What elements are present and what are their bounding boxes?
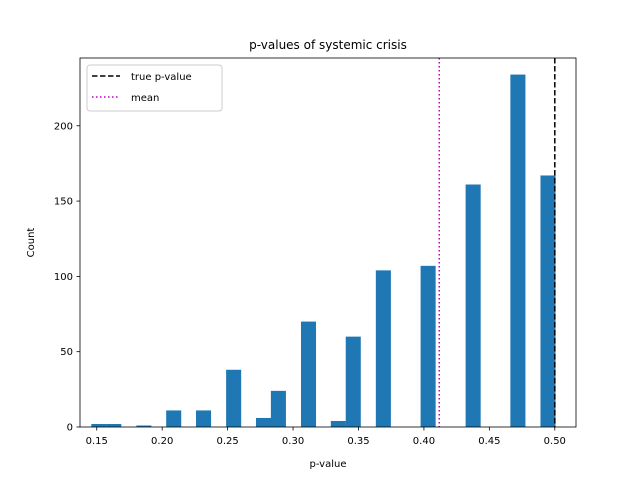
- histogram-bar: [255, 417, 272, 427]
- y-tick-label: 100: [54, 272, 73, 283]
- histogram-bar: [91, 423, 107, 427]
- x-axis-label: p-value: [309, 459, 346, 470]
- x-tick-label: 0.40: [413, 436, 435, 447]
- x-tick-label: 0.45: [478, 436, 500, 447]
- legend-label-true-p-value: true p-value: [131, 72, 192, 83]
- y-tick-label: 0: [67, 423, 73, 434]
- legend: true p-value mean: [86, 64, 223, 112]
- histogram-bar: [540, 175, 556, 427]
- histogram-bar: [136, 425, 152, 427]
- histogram-bar: [330, 420, 346, 427]
- histogram-bar: [465, 184, 481, 427]
- legend-frame: [86, 64, 223, 112]
- y-axis-ticks: 0 50 100 150 200: [54, 121, 80, 434]
- y-tick-label: 150: [54, 197, 73, 208]
- histogram-bar: [106, 423, 122, 427]
- histogram-bar: [345, 336, 361, 427]
- histogram-bar: [196, 410, 212, 427]
- bars-layer: [91, 74, 556, 427]
- histogram-bar: [420, 265, 436, 427]
- x-axis-ticks: 0.15 0.20 0.25 0.30 0.35 0.40 0.45 0.50: [86, 427, 566, 447]
- histogram-bar: [510, 74, 526, 427]
- x-tick-label: 0.20: [151, 436, 173, 447]
- y-axis-label: Count: [26, 228, 37, 258]
- y-tick-label: 50: [60, 347, 73, 358]
- x-tick-label: 0.35: [347, 436, 369, 447]
- x-tick-label: 0.25: [216, 436, 238, 447]
- x-tick-label: 0.50: [544, 436, 566, 447]
- histogram-bar: [375, 270, 391, 427]
- histogram-bar: [300, 321, 317, 427]
- x-tick-label: 0.15: [86, 436, 108, 447]
- x-tick-label: 0.30: [282, 436, 304, 447]
- histogram-bar: [226, 369, 242, 427]
- chart-title: p-values of systemic crisis: [249, 38, 407, 52]
- histogram-bar: [166, 410, 182, 427]
- histogram-bar: [270, 390, 286, 427]
- reference-lines-layer: [438, 58, 556, 427]
- legend-label-mean: mean: [131, 93, 159, 104]
- plot-area-frame: [79, 57, 577, 428]
- y-tick-label: 200: [54, 121, 73, 132]
